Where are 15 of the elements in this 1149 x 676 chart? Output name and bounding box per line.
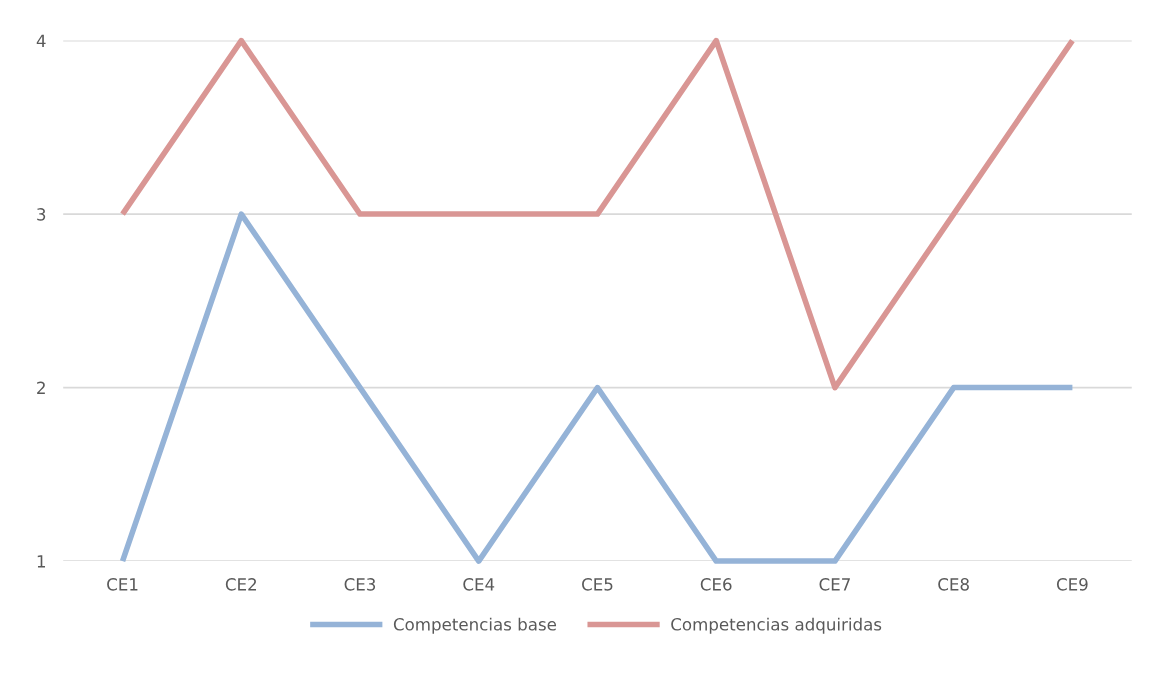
x-tick-label: CE4 — [463, 578, 495, 591]
y-tick-label: 4 — [36, 34, 46, 47]
x-tick-label: CE9 — [1056, 578, 1088, 591]
y-tick-label: 1 — [37, 555, 45, 568]
legend-label: Competencias base — [393, 617, 557, 634]
y-tick-label: 2 — [37, 381, 45, 394]
x-tick-label: CE1 — [107, 578, 138, 591]
x-tick-label: CE6 — [700, 578, 732, 591]
x-tick-label: CE3 — [344, 578, 376, 591]
y-tick-label: 3 — [37, 208, 46, 221]
x-tick-label: CE2 — [225, 578, 257, 591]
x-tick-label: CE7 — [819, 578, 850, 591]
x-tick-label: CE5 — [582, 578, 613, 591]
x-tick-label: CE8 — [938, 578, 969, 591]
legend-label: Competencias adquiridas — [671, 617, 882, 634]
